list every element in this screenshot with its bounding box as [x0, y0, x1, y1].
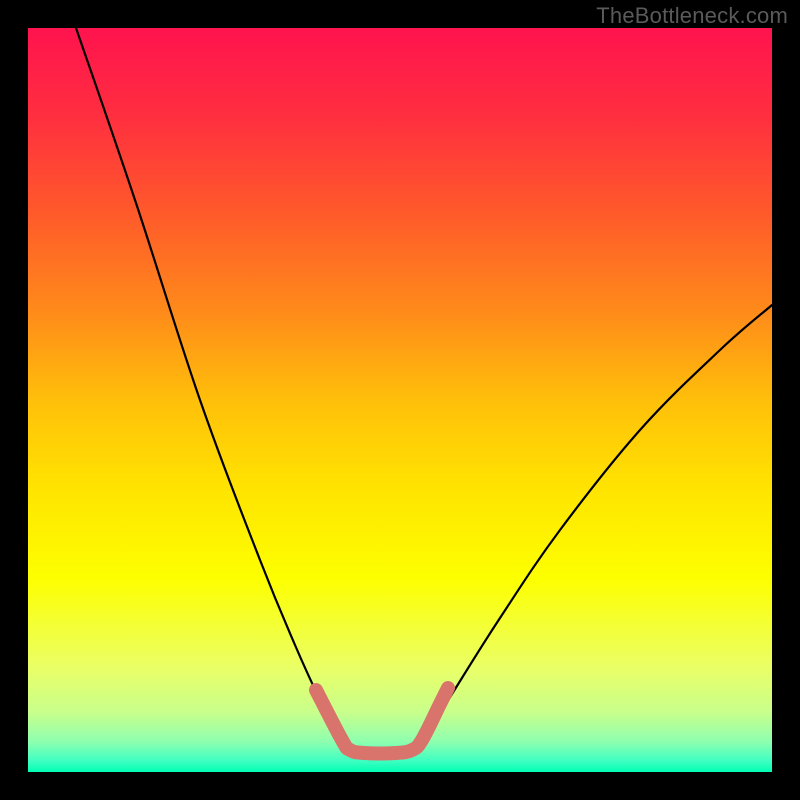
plot-background: [28, 28, 772, 772]
chart-container: TheBottleneck.com: [0, 0, 800, 800]
attribution-label: TheBottleneck.com: [596, 3, 788, 29]
chart-svg: [0, 0, 800, 800]
